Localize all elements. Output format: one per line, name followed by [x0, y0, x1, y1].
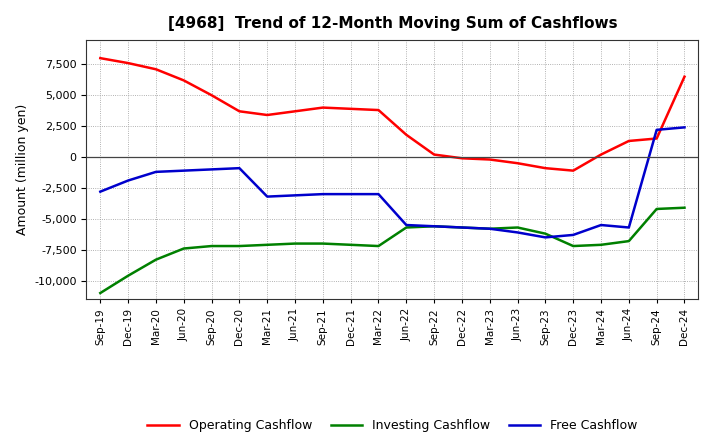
Free Cashflow: [152, 169, 161, 175]
Operating Cashflow: [263, 112, 271, 117]
Free Cashflow: [652, 127, 661, 132]
Free Cashflow: [680, 125, 689, 130]
Free Cashflow: [541, 235, 550, 240]
Free Cashflow: [318, 191, 327, 197]
Investing Cashflow: [458, 225, 467, 230]
Operating Cashflow: [597, 152, 606, 157]
Investing Cashflow: [291, 241, 300, 246]
Free Cashflow: [458, 225, 467, 230]
Investing Cashflow: [263, 242, 271, 247]
Operating Cashflow: [541, 165, 550, 171]
Operating Cashflow: [680, 74, 689, 79]
Legend: Operating Cashflow, Investing Cashflow, Free Cashflow: Operating Cashflow, Investing Cashflow, …: [143, 414, 642, 437]
Free Cashflow: [179, 168, 188, 173]
Operating Cashflow: [152, 66, 161, 72]
Y-axis label: Amount (million yen): Amount (million yen): [16, 104, 29, 235]
Operating Cashflow: [402, 132, 410, 137]
Free Cashflow: [569, 232, 577, 238]
Operating Cashflow: [652, 136, 661, 141]
Free Cashflow: [513, 230, 522, 235]
Operating Cashflow: [96, 55, 104, 61]
Operating Cashflow: [207, 92, 216, 98]
Investing Cashflow: [513, 225, 522, 230]
Line: Operating Cashflow: Operating Cashflow: [100, 58, 685, 171]
Operating Cashflow: [485, 157, 494, 162]
Investing Cashflow: [96, 290, 104, 296]
Investing Cashflow: [652, 206, 661, 212]
Investing Cashflow: [680, 205, 689, 210]
Investing Cashflow: [346, 242, 355, 247]
Free Cashflow: [291, 193, 300, 198]
Operating Cashflow: [318, 105, 327, 110]
Operating Cashflow: [124, 60, 132, 66]
Investing Cashflow: [207, 243, 216, 249]
Free Cashflow: [485, 226, 494, 231]
Free Cashflow: [402, 222, 410, 227]
Investing Cashflow: [152, 257, 161, 262]
Free Cashflow: [124, 178, 132, 183]
Operating Cashflow: [374, 107, 383, 113]
Investing Cashflow: [430, 224, 438, 229]
Operating Cashflow: [235, 109, 243, 114]
Operating Cashflow: [291, 109, 300, 114]
Free Cashflow: [263, 194, 271, 199]
Free Cashflow: [96, 189, 104, 194]
Title: [4968]  Trend of 12-Month Moving Sum of Cashflows: [4968] Trend of 12-Month Moving Sum of C…: [168, 16, 617, 32]
Investing Cashflow: [485, 226, 494, 231]
Operating Cashflow: [430, 152, 438, 157]
Free Cashflow: [624, 225, 633, 230]
Line: Investing Cashflow: Investing Cashflow: [100, 208, 685, 293]
Investing Cashflow: [318, 241, 327, 246]
Line: Free Cashflow: Free Cashflow: [100, 127, 685, 238]
Investing Cashflow: [569, 243, 577, 249]
Free Cashflow: [374, 191, 383, 197]
Free Cashflow: [207, 167, 216, 172]
Investing Cashflow: [179, 246, 188, 251]
Operating Cashflow: [346, 106, 355, 111]
Operating Cashflow: [513, 161, 522, 166]
Investing Cashflow: [124, 273, 132, 279]
Operating Cashflow: [569, 168, 577, 173]
Operating Cashflow: [458, 156, 467, 161]
Investing Cashflow: [374, 243, 383, 249]
Operating Cashflow: [179, 78, 188, 83]
Investing Cashflow: [402, 225, 410, 230]
Investing Cashflow: [624, 238, 633, 244]
Free Cashflow: [235, 165, 243, 171]
Investing Cashflow: [235, 243, 243, 249]
Free Cashflow: [430, 224, 438, 229]
Operating Cashflow: [624, 138, 633, 143]
Investing Cashflow: [597, 242, 606, 247]
Free Cashflow: [597, 222, 606, 227]
Free Cashflow: [346, 191, 355, 197]
Investing Cashflow: [541, 231, 550, 236]
